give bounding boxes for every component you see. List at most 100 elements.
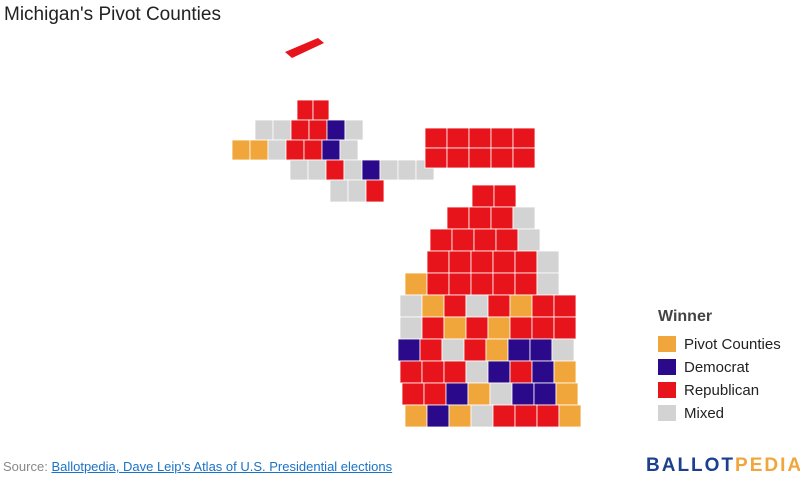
county xyxy=(426,404,450,428)
county xyxy=(397,338,421,362)
county xyxy=(443,316,467,340)
legend-item: Republican xyxy=(658,380,759,400)
county xyxy=(404,272,428,296)
county xyxy=(290,119,310,141)
county xyxy=(490,127,514,149)
county xyxy=(536,404,560,428)
county xyxy=(468,127,492,149)
county xyxy=(492,250,516,274)
county xyxy=(533,382,557,406)
county xyxy=(493,184,517,208)
county xyxy=(326,119,346,141)
legend-swatch xyxy=(658,336,676,352)
county xyxy=(448,272,472,296)
county xyxy=(429,228,453,252)
county xyxy=(419,338,443,362)
county xyxy=(325,159,345,181)
county xyxy=(249,139,269,161)
county xyxy=(426,272,450,296)
county xyxy=(465,316,489,340)
legend-label: Pivot Counties xyxy=(684,335,781,353)
county xyxy=(558,404,582,428)
logo-part: BALLOT xyxy=(646,455,736,476)
county xyxy=(267,139,287,161)
county xyxy=(529,338,553,362)
county xyxy=(339,139,359,161)
county xyxy=(446,206,470,230)
county xyxy=(289,159,309,181)
county xyxy=(514,250,538,274)
county xyxy=(463,338,487,362)
county xyxy=(451,228,475,252)
county xyxy=(343,159,363,181)
county xyxy=(536,250,560,274)
county xyxy=(397,159,417,181)
legend-label: Republican xyxy=(684,381,760,399)
county xyxy=(443,360,467,384)
county xyxy=(553,316,577,340)
county xyxy=(441,338,465,362)
county xyxy=(379,159,399,181)
county xyxy=(399,360,423,384)
logo-part: PEDIA xyxy=(735,455,800,476)
county xyxy=(487,316,511,340)
county xyxy=(517,228,541,252)
county xyxy=(468,206,492,230)
county xyxy=(536,272,560,296)
county xyxy=(344,119,364,141)
county xyxy=(514,404,538,428)
county xyxy=(421,294,445,318)
county xyxy=(443,294,467,318)
county xyxy=(492,404,516,428)
county xyxy=(492,272,516,296)
county xyxy=(511,382,535,406)
county xyxy=(467,382,491,406)
county xyxy=(531,316,555,340)
legend-label: Mixed xyxy=(684,404,725,422)
county xyxy=(421,316,445,340)
legend-title: Winner xyxy=(658,308,713,325)
county xyxy=(424,127,448,149)
county xyxy=(555,382,579,406)
county xyxy=(272,119,292,141)
county xyxy=(426,250,450,274)
county xyxy=(347,179,367,203)
county xyxy=(471,184,495,208)
title: Michigan's Pivot Counties xyxy=(4,4,221,25)
county xyxy=(401,382,425,406)
legend-swatch xyxy=(658,359,676,375)
county xyxy=(365,179,385,203)
county xyxy=(465,360,489,384)
county xyxy=(495,228,519,252)
logo: BALLOTPEDIA xyxy=(646,455,800,477)
legend-swatch xyxy=(658,405,676,421)
county xyxy=(285,139,305,161)
source-label: Source: xyxy=(3,459,48,474)
county xyxy=(470,250,494,274)
county xyxy=(473,228,497,252)
county xyxy=(321,139,341,161)
legend-label: Democrat xyxy=(684,358,750,376)
county xyxy=(465,294,489,318)
county xyxy=(470,404,494,428)
county xyxy=(512,206,536,230)
county xyxy=(404,404,428,428)
county xyxy=(308,119,328,141)
county xyxy=(448,250,472,274)
county xyxy=(512,147,536,169)
county xyxy=(487,360,511,384)
county xyxy=(421,360,445,384)
county xyxy=(490,206,514,230)
county xyxy=(448,404,472,428)
county xyxy=(487,294,511,318)
legend-item: Pivot Counties xyxy=(658,334,781,354)
county xyxy=(329,179,349,203)
county xyxy=(361,159,381,181)
source-link[interactable]: Ballotpedia, Dave Leip's Atlas of U.S. P… xyxy=(51,459,393,474)
county xyxy=(507,338,531,362)
legend-item: Democrat xyxy=(658,357,749,377)
county xyxy=(468,147,492,169)
county xyxy=(512,127,536,149)
county xyxy=(485,338,509,362)
county xyxy=(489,382,513,406)
